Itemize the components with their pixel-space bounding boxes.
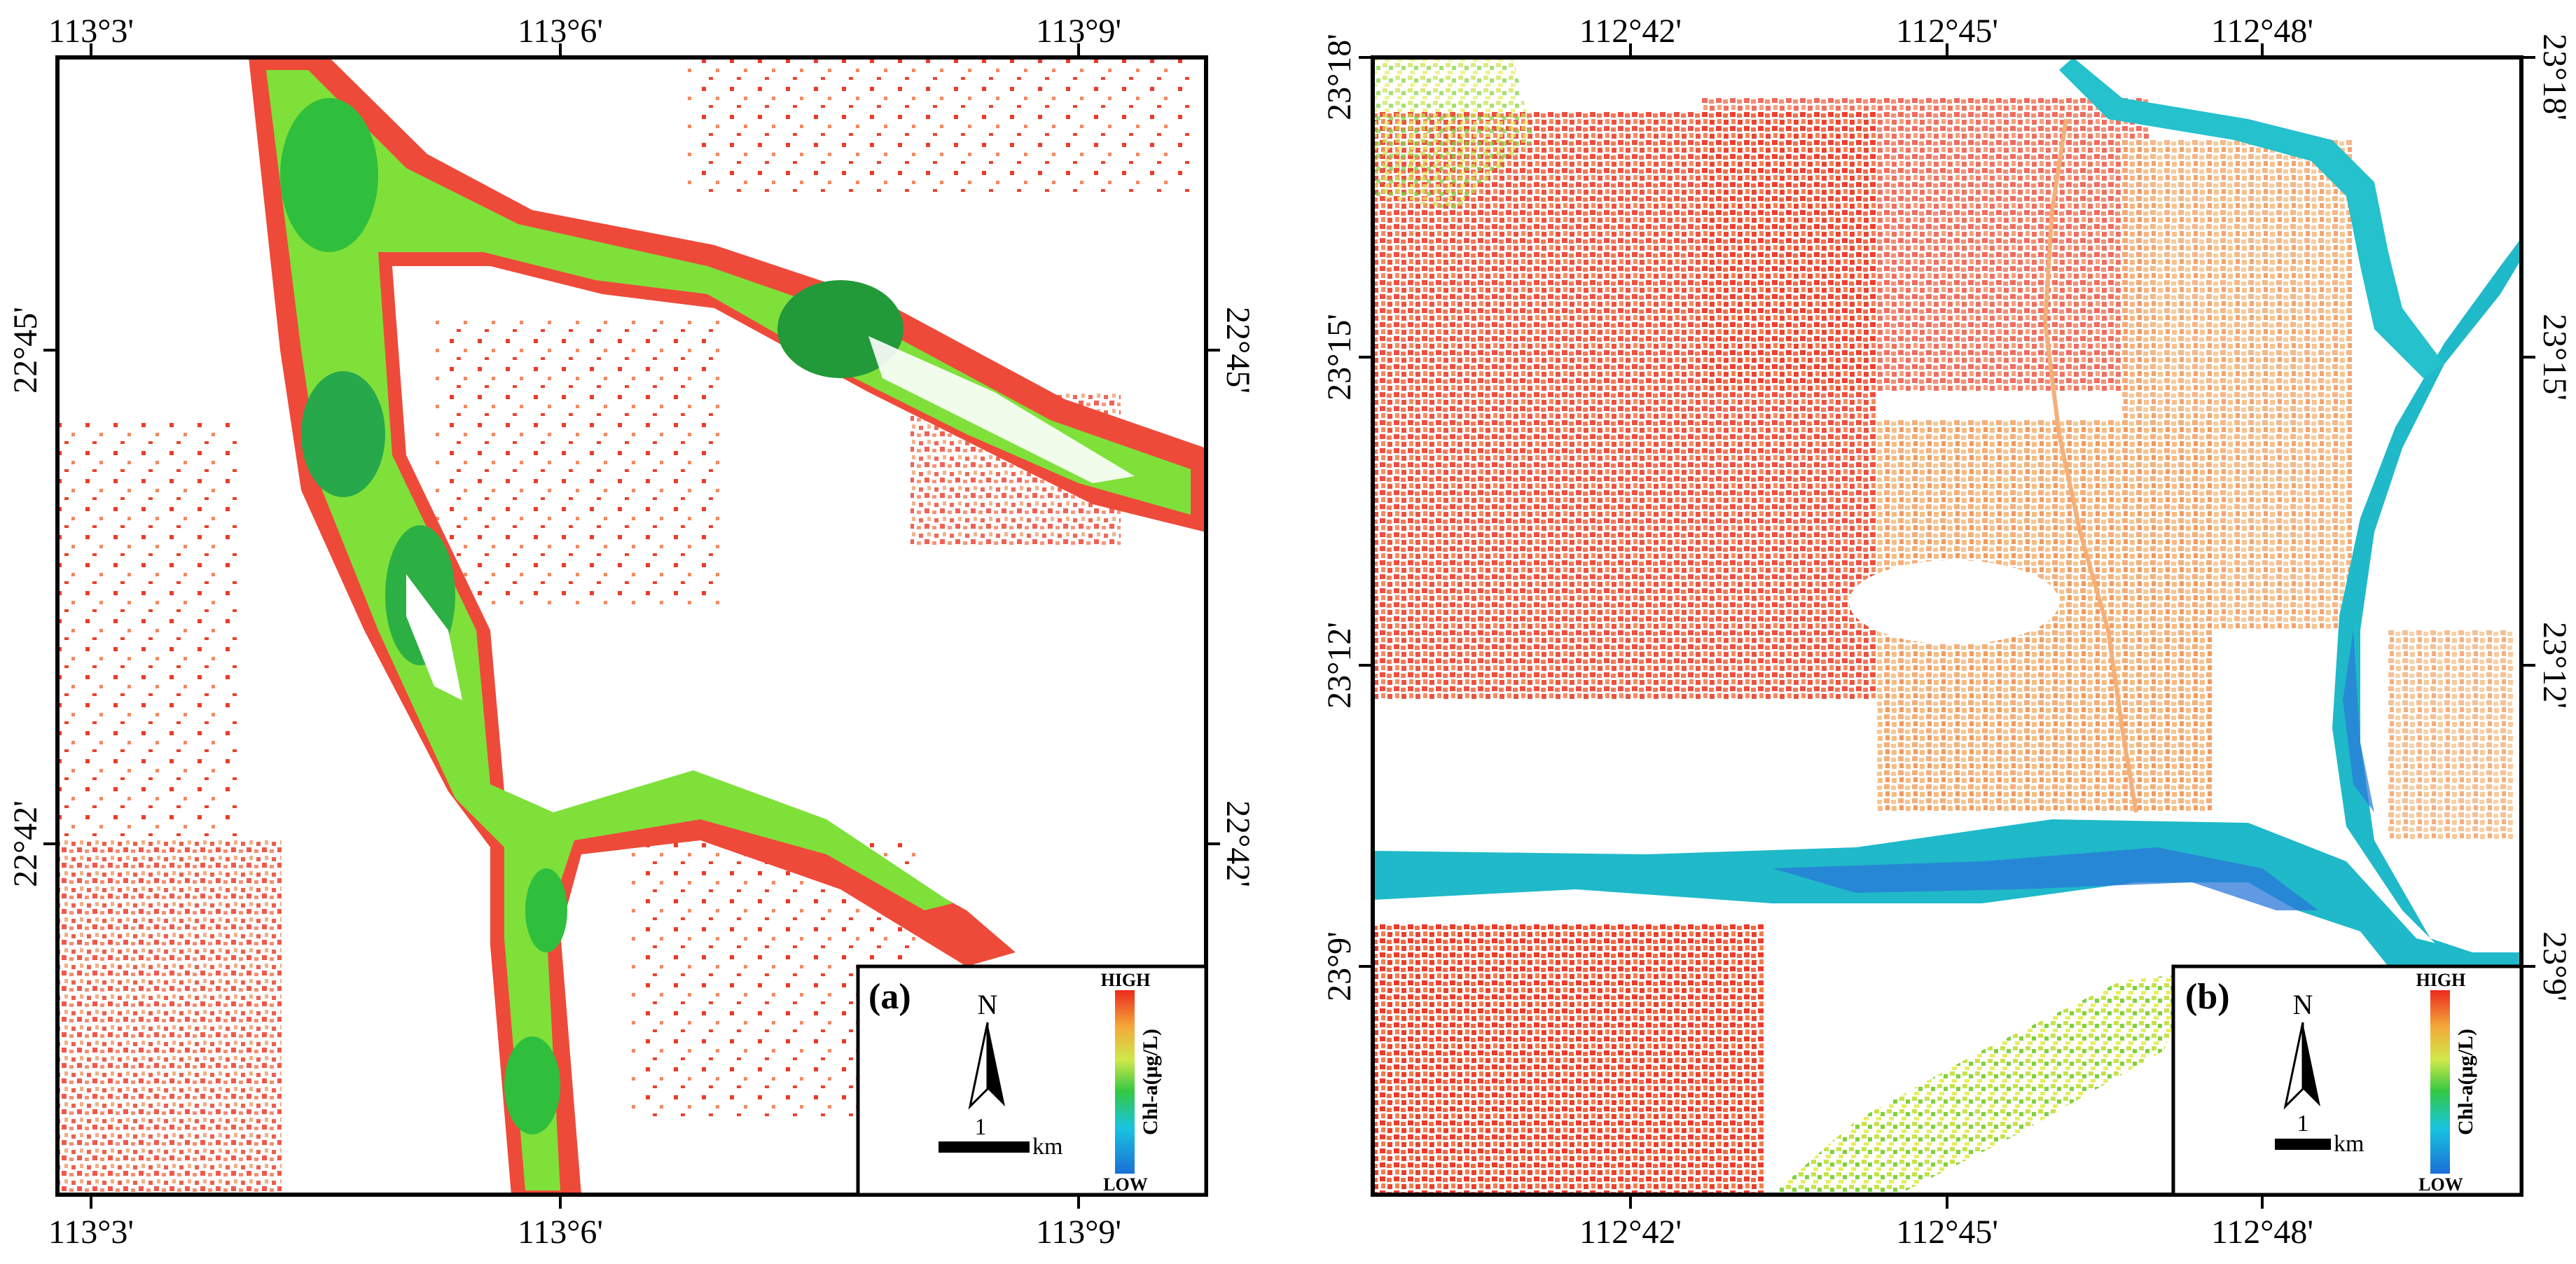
color-ramp [1115,990,1135,1174]
bottom-tick-label: 112°45' [1896,1214,1998,1251]
legend-b: (b) N 1 km HIGH Chl-a(μg/L) LOW [2171,964,2523,1197]
scale-unit: km [1032,1134,1062,1160]
top-tick-label: 113°9' [1036,13,1121,50]
urban-area [1373,924,1765,1195]
legend-low-label: LOW [1103,1174,1148,1195]
right-tick-label: 22°42' [1219,800,1256,887]
north-arrow-icon [968,1022,1005,1110]
panel-label: (b) [2185,977,2230,1017]
right-tick-label: 22°45' [1219,307,1256,394]
right-tick-label: 23°12' [2536,622,2573,709]
left-tick-label: 22°45' [7,307,44,394]
map-panel-b: 112°42' 112°45' 112°48' 112°42' 112°45' … [1282,0,2576,1264]
legend-box [2171,964,2523,1197]
top-tick-label: 112°48' [2211,13,2313,50]
top-tick-label: 112°45' [1896,13,1998,50]
urban-area [2388,630,2514,840]
map-frame [55,55,1208,1197]
bottom-tick-label: 113°6' [518,1214,603,1251]
right-tick-label: 23°9' [2536,931,2573,1001]
tick-marks [1359,43,2535,1209]
legend-high-label: HIGH [2416,970,2466,990]
left-tick-label: 22°42' [7,800,44,887]
legend-a: (a) N 1 km HIGH Chl-a(μg/L) LOW [856,964,1208,1197]
river-b [1373,57,2521,973]
left-tick-label: 23°9' [1321,931,1358,1001]
vegetation-area [1373,57,1534,210]
bottom-tick-label: 113°9' [1036,1214,1121,1251]
legend-low-label: LOW [2418,1174,2463,1195]
urban-area [1702,98,2150,392]
left-tick-label: 23°18' [1321,34,1358,120]
legend-high-label: HIGH [1101,970,1151,990]
urban-area [57,420,240,840]
legend-title: Chl-a(μg/L) [2454,1029,2477,1135]
map-panel-a: 113°3' 113°6' 113°9' 113°3' 113°6' 113°9… [0,0,1261,1264]
urban-area [434,315,728,609]
urban-area [57,840,282,1195]
panel-label: (a) [868,977,911,1017]
map-a-svg: 113°3' 113°6' 113°9' 113°3' 113°6' 113°9… [7,13,1256,1251]
bottom-tick-label: 113°3' [48,1214,134,1251]
scale-bar [2275,1139,2331,1150]
open-area [1849,560,2059,644]
open-area [2227,665,2325,805]
legend-title: Chl-a(μg/L) [1139,1029,1162,1135]
scale-bar [939,1141,1030,1153]
top-tick-label: 113°6' [518,13,603,50]
left-tick-label: 23°12' [1321,622,1358,709]
scale-unit: km [2334,1131,2364,1157]
legend-box [856,964,1208,1197]
scale-value: 1 [975,1114,987,1140]
north-label: N [2293,989,2313,1020]
scale-value: 1 [2297,1111,2309,1137]
map-a-content [57,57,1206,1195]
map-b-svg: 112°42' 112°45' 112°48' 112°42' 112°45' … [1321,13,2573,1251]
bottom-tick-label: 112°42' [1579,1214,1682,1251]
north-arrow-icon [2283,1022,2320,1110]
urban-area [2122,140,2353,630]
north-label: N [978,989,998,1020]
right-tick-label: 23°15' [2536,314,2573,401]
right-tick-label: 23°18' [2536,34,2573,120]
top-tick-label: 112°42' [1579,13,1682,50]
top-tick-label: 113°3' [48,13,134,50]
bottom-tick-label: 112°48' [2211,1214,2313,1251]
tick-marks [43,43,1220,1209]
urban-area [686,57,1191,197]
color-ramp [2430,990,2450,1174]
vegetation-area [1772,973,2192,1195]
left-tick-label: 23°15' [1321,314,1358,401]
